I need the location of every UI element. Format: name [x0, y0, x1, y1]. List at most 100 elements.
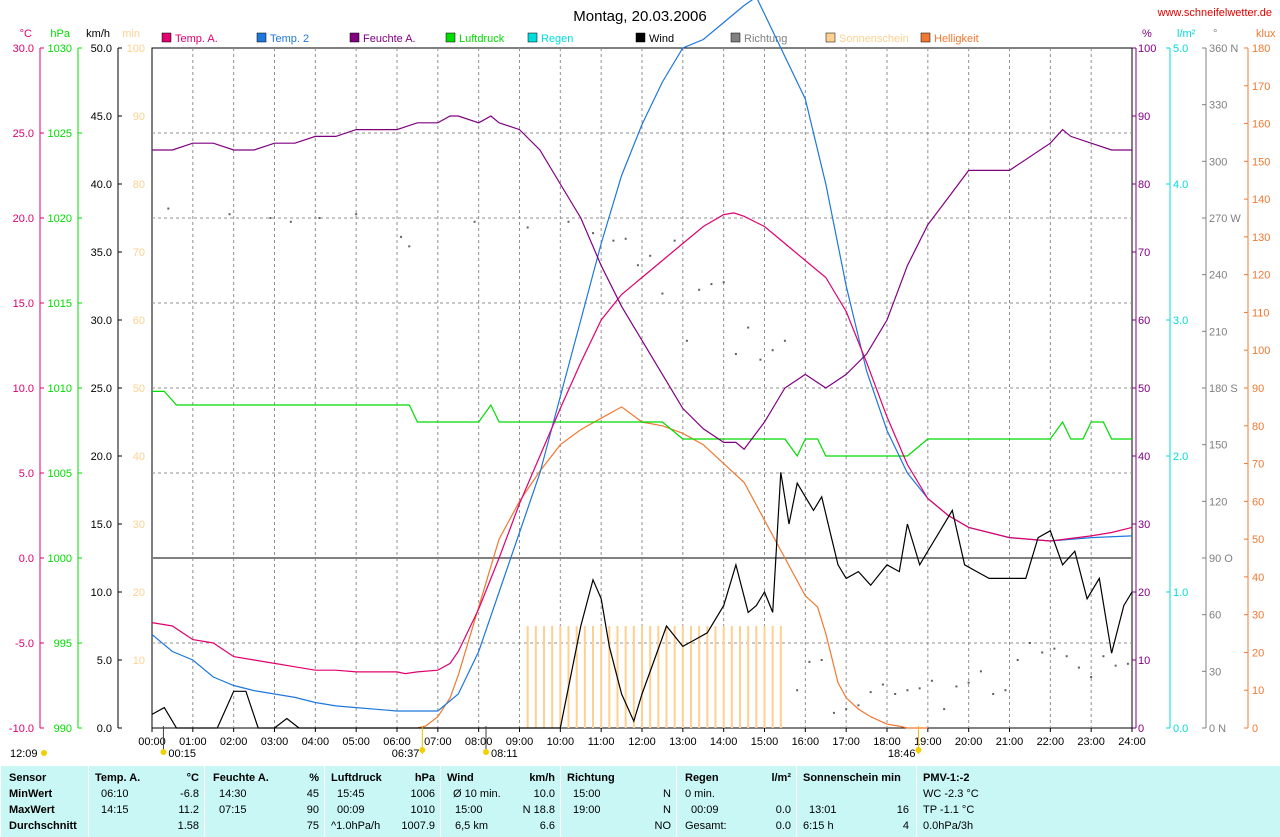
direction-point	[992, 693, 995, 695]
direction-point	[710, 283, 713, 286]
tick-label: 90 O	[1209, 553, 1233, 565]
temp-max-time: 14:15	[101, 804, 129, 816]
axis-unit: klux	[1256, 28, 1276, 40]
tick-label: 110	[1252, 307, 1270, 319]
feuchte-header: Feuchte A.	[213, 772, 269, 784]
tick-label: 120	[1209, 496, 1227, 508]
x-tick-label: 01:00	[179, 736, 207, 748]
richtung-max: N	[663, 804, 671, 816]
tick-label: 60	[1209, 610, 1221, 622]
tick-label: 1020	[48, 213, 72, 225]
regen-max: 0.0	[775, 804, 791, 816]
series-line-helligkeit	[417, 406, 928, 729]
sun-icon	[915, 747, 922, 753]
direction-point	[355, 213, 358, 216]
tick-label: 5.0	[97, 655, 112, 667]
pmv-tp: TP -1.1 °C	[923, 804, 975, 816]
tick-label: 5.0	[19, 468, 34, 480]
tick-label: 50	[133, 383, 145, 395]
tick-label: 990	[54, 723, 72, 735]
tick-label: 360 N	[1209, 43, 1238, 55]
direction-point	[408, 245, 411, 248]
x-tick-label: 03:00	[261, 736, 289, 748]
col-pmv: PMV-1:-2 WC -2.3 °C TP -1.1 °C 0.0hPa/3h	[916, 766, 1280, 837]
direction-point	[1028, 642, 1031, 644]
tick-label: 240	[1209, 270, 1227, 282]
legend-label: Richtung	[744, 33, 787, 45]
feuchte-max-time: 07:15	[219, 804, 247, 816]
x-tick-label: 09:00	[506, 736, 534, 748]
tick-label: 995	[54, 638, 72, 650]
direction-point	[722, 281, 725, 284]
site-url: www.schneifelwetter.de	[1157, 7, 1272, 19]
tick-label: 40.0	[91, 179, 112, 191]
tick-label: 10	[133, 655, 145, 667]
tick-label: 4.0	[1173, 179, 1188, 191]
richtung-avg: NO	[654, 820, 672, 832]
chart-title: Montag, 20.03.2006	[573, 8, 706, 25]
x-tick-label: 06:00	[383, 736, 411, 748]
direction-point	[1114, 664, 1117, 667]
tick-label: 30	[1209, 666, 1221, 678]
direction-point	[1126, 662, 1129, 665]
row-label-max: MaxWert	[9, 804, 55, 816]
weather-chart: Montag, 20.03.2006 www.schneifelwetter.de…	[9, 0, 1276, 760]
wind-avg: 6.6	[539, 820, 555, 832]
direction-point	[526, 226, 529, 229]
tick-label: 30.0	[13, 43, 34, 55]
axis-unit: min	[122, 28, 140, 40]
wind-min-label: Ø 10 min.	[453, 788, 501, 800]
tick-label: 20	[1138, 587, 1150, 599]
x-tick-label: 19:00	[914, 736, 942, 748]
tick-label: 0.0	[1173, 723, 1188, 735]
wind-min: 10.0	[533, 788, 555, 800]
tick-label: 30	[1252, 610, 1264, 622]
temp-unit: °C	[186, 772, 199, 784]
tick-label: 10	[1138, 655, 1150, 667]
direction-point	[1053, 647, 1056, 650]
axis-unit: °C	[20, 28, 32, 40]
direction-point	[1065, 655, 1068, 658]
tick-label: 30	[1138, 519, 1150, 531]
legend-label: Temp. A.	[175, 33, 218, 45]
x-tick-label: 22:00	[1037, 736, 1065, 748]
x-tick-label: 24:00	[1118, 736, 1146, 748]
direction-point	[1102, 655, 1105, 658]
legend-label: Wind	[649, 33, 674, 45]
tick-label: -5.0	[15, 638, 34, 650]
direction-point	[857, 704, 860, 707]
legend-swatch	[256, 32, 267, 43]
luftdruck-header: Luftdruck	[331, 772, 382, 784]
regen-duration: 0 min.	[685, 788, 715, 800]
tick-label: 40	[1138, 451, 1150, 463]
sonne-avg: 4	[902, 820, 909, 832]
tick-label: 1030	[48, 43, 72, 55]
x-tick-label: 08:00	[465, 736, 493, 748]
direction-point	[649, 254, 652, 257]
x-tick-label: 18:00	[873, 736, 901, 748]
x-tick-label: 17:00	[832, 736, 860, 748]
legend-swatch	[825, 32, 836, 43]
direction-point	[567, 220, 570, 223]
tick-label: 150	[1209, 440, 1227, 452]
direction-point	[1090, 676, 1093, 678]
direction-point	[845, 708, 848, 711]
regen-header: Regen	[685, 772, 719, 784]
luftdruck-trend: ^1.0hPa/h	[331, 820, 381, 832]
richtung-max-time: 19:00	[573, 804, 601, 816]
direction-point	[881, 683, 884, 686]
tick-label: 1025	[48, 128, 72, 140]
legend-swatch	[161, 32, 172, 43]
sun-icon	[419, 747, 426, 753]
tick-label: 3.0	[1173, 315, 1188, 327]
regen-unit: l/m²	[771, 772, 791, 784]
tick-label: 1005	[48, 468, 72, 480]
tick-label: 140	[1252, 194, 1270, 206]
x-tick-label: 10:00	[547, 736, 575, 748]
sun-icon	[160, 749, 167, 755]
series-line-wind	[151, 472, 1133, 729]
tick-label: 90	[133, 111, 145, 123]
sonne-max-time: 13:01	[809, 804, 837, 816]
direction-point	[832, 711, 835, 714]
tick-label: 70	[133, 247, 145, 259]
